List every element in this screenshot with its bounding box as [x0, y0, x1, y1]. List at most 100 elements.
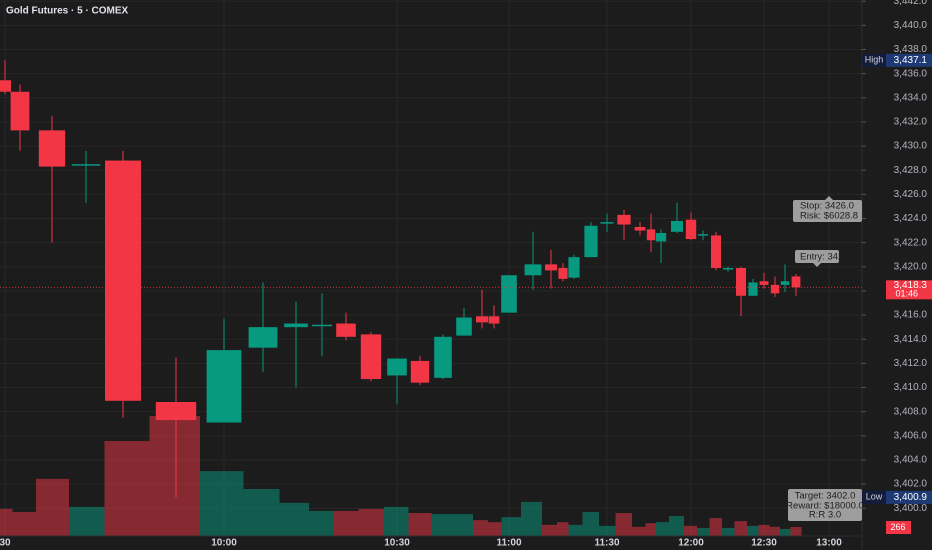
- annotation-text: Target: 3402.0: [795, 491, 856, 502]
- y-tick-label: 3,402.0: [894, 479, 928, 490]
- candle-body: [600, 222, 614, 224]
- volume-bar: [645, 523, 656, 536]
- volume-bar: [582, 512, 599, 536]
- candle-body: [545, 264, 557, 271]
- annotation-pointer: [825, 196, 833, 200]
- candle-body: [501, 275, 517, 313]
- volume-bar: [790, 527, 802, 536]
- volume-bar: [697, 527, 710, 536]
- candle-layer: [0, 60, 862, 498]
- x-tick-label: 11:30: [594, 538, 619, 549]
- volume-bar: [200, 471, 244, 536]
- candle-body: [655, 232, 667, 242]
- volume-bar: [279, 502, 309, 536]
- volume-bar: [12, 512, 36, 536]
- entry-annotation: Entry: 3420.0: [795, 250, 857, 267]
- candle-body: [434, 336, 452, 378]
- y-tick-label: 3,416.0: [894, 310, 928, 321]
- y-tick-label: 3,428.0: [894, 165, 928, 176]
- candle-body: [476, 316, 488, 323]
- candle-body: [312, 324, 332, 327]
- y-tick-label: 3,408.0: [894, 406, 928, 417]
- volume-bar: [104, 441, 150, 536]
- y-tick-label: 3,410.0: [894, 382, 928, 393]
- candle-body: [105, 160, 141, 401]
- volume-bar: [431, 514, 454, 536]
- candle-body: [584, 225, 598, 258]
- y-tick-label: 3,432.0: [894, 117, 928, 128]
- marker-value-box: [886, 490, 932, 504]
- annotation-box: [793, 200, 862, 222]
- marker-name: Low: [866, 492, 883, 502]
- y-tick-label: 3,440.0: [894, 20, 928, 31]
- candle-body: [711, 235, 721, 268]
- annotation-text: Reward: $18000.0: [786, 501, 864, 512]
- y-tick-label: 3,436.0: [894, 68, 928, 79]
- x-tick-label: 12:00: [678, 538, 704, 549]
- annotation-text: R:R 3.0: [809, 510, 841, 521]
- volume-tag-label: 266: [890, 522, 905, 532]
- y-tick-label: 3,414.0: [894, 334, 928, 345]
- y-tick-label: 3,430.0: [894, 141, 928, 152]
- y-tick-label: 3,442.0: [894, 0, 928, 7]
- volume-layer: [0, 416, 802, 536]
- volume-bar: [780, 528, 791, 536]
- candle-body: [71, 164, 101, 166]
- x-tick-label: 10:30: [384, 538, 410, 549]
- y-tick-label: 3,434.0: [894, 92, 928, 103]
- volume-bar: [568, 524, 583, 536]
- marker-value-box: [886, 53, 932, 67]
- volume-bar: [615, 513, 632, 536]
- candle-body: [568, 257, 580, 278]
- candle-body: [410, 360, 430, 383]
- volume-bar: [488, 522, 502, 536]
- candle-body: [736, 268, 746, 296]
- volume-bar: [734, 521, 747, 536]
- volume-bar: [36, 478, 69, 536]
- volume-bar: [334, 510, 359, 536]
- candle-body: [770, 284, 780, 294]
- candle-body: [0, 80, 11, 92]
- candle-body: [634, 226, 646, 231]
- volume-bar: [709, 518, 722, 536]
- volume-bar: [149, 416, 200, 536]
- volume-bar: [656, 522, 669, 536]
- volume-bar: [747, 525, 759, 536]
- marker-value: 3,400.9: [894, 492, 928, 503]
- candle-body: [524, 264, 542, 276]
- volume-bar: [722, 527, 735, 536]
- annotation-text: Stop: 3426.0: [800, 201, 854, 212]
- annotation-box: [795, 250, 839, 263]
- candle-body: [206, 350, 242, 423]
- marker-value: 3,437.1: [894, 55, 928, 66]
- volume-bar: [309, 510, 334, 536]
- candle-body: [791, 276, 801, 288]
- chart-title: Gold Futures · 5 · COMEX: [6, 6, 129, 17]
- candle-body: [685, 219, 697, 240]
- candle-body: [387, 358, 407, 376]
- candle-body: [336, 323, 356, 337]
- volume-bar: [684, 525, 697, 536]
- candle-body: [248, 327, 278, 348]
- volume-bar: [599, 525, 616, 536]
- x-tick-label: 30: [0, 538, 11, 549]
- candle-body: [780, 281, 790, 285]
- candle-body: [488, 316, 500, 324]
- annotation-pointer: [813, 263, 821, 267]
- volume-bar: [521, 501, 542, 536]
- candle-body: [10, 91, 30, 131]
- y-tick-label: 3,424.0: [894, 213, 928, 224]
- candle-body: [759, 281, 769, 285]
- volume-bar: [632, 526, 646, 536]
- annotation-box: [788, 489, 862, 521]
- y-tick-label: 3,438.0: [894, 44, 928, 55]
- y-tick-label: 3,420.0: [894, 261, 928, 272]
- last-price-label: 3,418.3: [894, 280, 928, 291]
- x-tick-label: 10:00: [211, 538, 237, 549]
- stop-annotation: Stop: 3426.0 Risk: $6028.8: [793, 196, 862, 222]
- volume-bar: [358, 508, 384, 536]
- marker-name-box: [862, 490, 886, 504]
- y-tick-label: 3,426.0: [894, 189, 928, 200]
- volume-bar: [557, 522, 569, 536]
- candle-body: [284, 323, 308, 328]
